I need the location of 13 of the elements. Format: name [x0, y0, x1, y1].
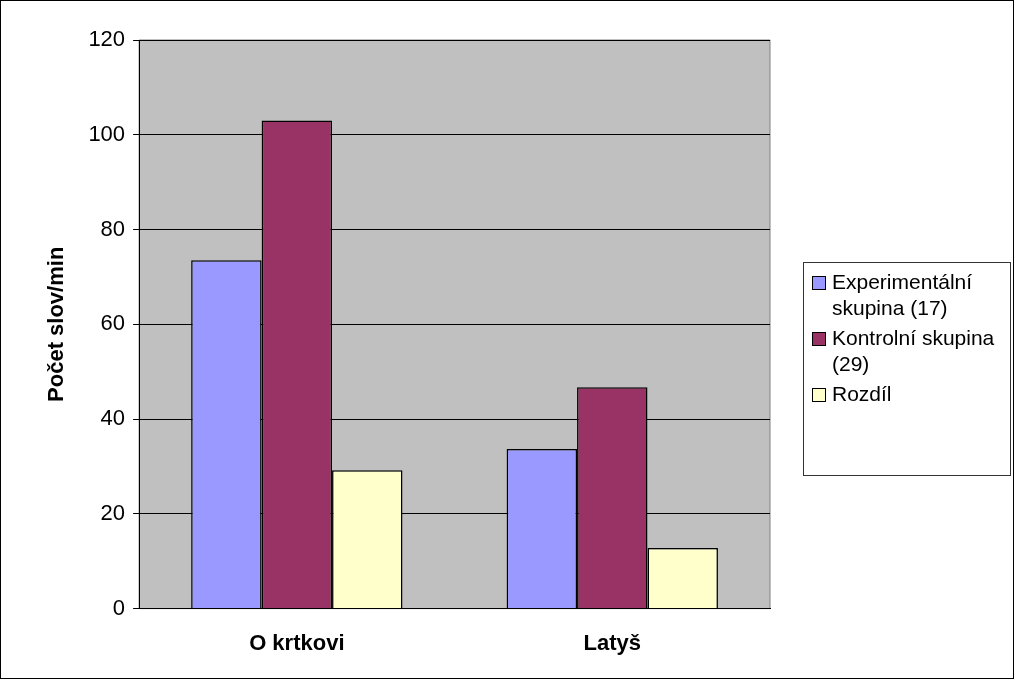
x-tick-label: O krtkovi [249, 629, 345, 655]
y-tick-label: 100 [88, 120, 126, 146]
legend-label: Experimentální skupina (17) [832, 269, 974, 321]
y-tick-label: 20 [100, 499, 126, 525]
legend-label: Kontrolní skupina (29) [832, 325, 996, 377]
y-tick-label: 80 [100, 215, 126, 241]
y-tick-label: 0 [112, 594, 126, 620]
y-tick-label: 120 [88, 26, 126, 52]
y-axis-title: Počet slov/min [43, 246, 69, 402]
x-tick-label: Latyš [583, 629, 642, 655]
legend-label: Rozdíl [832, 381, 892, 407]
y-tick-label: 40 [100, 405, 126, 431]
y-tick-label: 60 [100, 310, 126, 336]
